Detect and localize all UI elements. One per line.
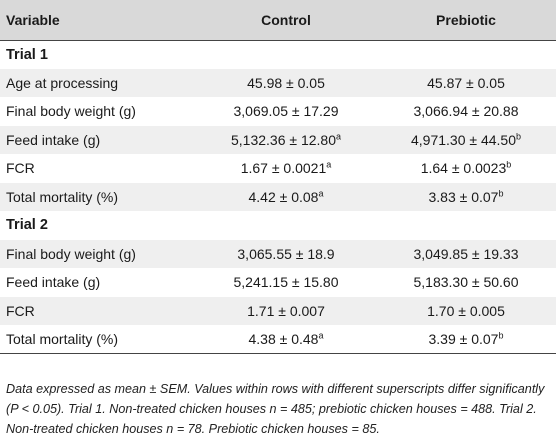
table-row: FCR 1.71 ± 0.007 1.70 ± 0.005 <box>0 296 556 326</box>
prebiotic-cell-value: 1.64 ± 0.0023 <box>420 160 507 177</box>
table-row: Total mortality (%) 4.38 ± 0.48a 3.39 ± 0.… <box>0 325 556 354</box>
prebiotic-cell-value: 1.70 ± 0.005 <box>427 302 505 319</box>
control-cell-value: 1.67 ± 0.0021 <box>240 160 327 177</box>
row-label: Feed intake (g) <box>6 131 101 148</box>
row-label: Total mortality (%) <box>6 331 119 347</box>
control-cell: 4.38 ± 0.48a <box>196 325 376 354</box>
row-label: Age at processing <box>6 74 119 91</box>
control-cell-value: 5,132.36 ± 12.80 <box>230 131 336 148</box>
prebiotic-cell: 1.70 ± 0.005 <box>376 297 556 326</box>
table-header-row: Variable Control Prebiotic <box>0 0 556 40</box>
row-label: FCR <box>6 160 35 177</box>
prebiotic-cell-superscript: b <box>498 188 504 199</box>
control-cell: 4.42 ± 0.08a <box>196 183 376 212</box>
prebiotic-cell-superscript: b <box>506 159 512 170</box>
control-cell-value: 3,069.05 ± 17.29 <box>233 103 339 120</box>
control-cell-value: 45.98 ± 0.05 <box>247 74 325 91</box>
prebiotic-cell-value: 3,049.85 ± 19.33 <box>413 245 519 262</box>
header-control: Control <box>261 11 311 28</box>
section-title: Trial 2 <box>6 217 48 234</box>
control-cell-value: 3,065.55 ± 18.9 <box>237 245 335 262</box>
control-cell: 45.98 ± 0.05 <box>196 69 376 98</box>
row-label: Final body weight (g) <box>6 103 136 120</box>
row-label: Feed intake (g) <box>6 274 101 291</box>
section-title: Trial 1 <box>6 46 48 63</box>
control-cell-superscript: a <box>318 188 324 199</box>
prebiotic-cell: 3.39 ± 0.07b <box>376 325 556 354</box>
row-label: FCR <box>6 302 35 319</box>
control-cell-value: 4.42 ± 0.08 <box>248 188 319 205</box>
prebiotic-cell-value: 3,066.94 ± 20.88 <box>413 103 519 120</box>
table-row: Final body weight (g) 3,069.05 ± 17.29 3,0… <box>0 97 556 126</box>
prebiotic-cell: 3,066.94 ± 20.88 <box>376 97 556 126</box>
prebiotic-cell-value: 4,971.30 ± 44.50 <box>410 131 516 148</box>
control-cell-value: 5,241.15 ± 15.80 <box>233 274 339 291</box>
control-cell: 3,069.05 ± 17.29 <box>196 97 376 126</box>
table-row: Feed intake (g) 5,132.36 ± 12.80a 4,971.30… <box>0 125 556 155</box>
prebiotic-cell: 5,183.30 ± 50.60 <box>376 268 556 297</box>
prebiotic-cell-value: 45.87 ± 0.05 <box>427 74 505 91</box>
section-row: Trial 2 <box>0 211 556 240</box>
table-row: Feed intake (g) 5,241.15 ± 15.80 5,183.30 … <box>0 268 556 297</box>
control-cell-superscript: a <box>326 159 332 170</box>
table-row: Age at processing 45.98 ± 0.05 45.87 ± 0.0… <box>0 68 556 98</box>
results-table: Variable Control Prebiotic Trial 1 Age at… <box>0 0 556 354</box>
control-cell-superscript: a <box>318 330 324 341</box>
header-prebiotic: Prebiotic <box>436 11 496 28</box>
prebiotic-cell-value: 3.83 ± 0.07 <box>428 188 499 205</box>
table-row: Final body weight (g) 3,065.55 ± 18.9 3,04… <box>0 239 556 269</box>
table-footnote: Data expressed as mean ± SEM. Values wit… <box>6 382 545 436</box>
row-label: Final body weight (g) <box>6 245 136 262</box>
prebiotic-cell: 4,971.30 ± 44.50b <box>376 126 556 155</box>
control-cell: 1.71 ± 0.007 <box>196 297 376 326</box>
prebiotic-cell-superscript: b <box>498 330 504 341</box>
control-cell-value: 1.71 ± 0.007 <box>247 302 325 319</box>
control-cell: 1.67 ± 0.0021a <box>196 154 376 183</box>
control-cell: 5,132.36 ± 12.80a <box>196 126 376 155</box>
table-body: Trial 1 Age at processing 45.98 ± 0.05 45.8… <box>0 40 556 354</box>
control-cell-superscript: a <box>335 131 341 142</box>
prebiotic-cell: 3,049.85 ± 19.33 <box>376 240 556 269</box>
control-cell-value: 4.38 ± 0.48 <box>248 331 319 347</box>
section-row: Trial 1 <box>0 40 556 69</box>
prebiotic-cell-superscript: b <box>515 131 521 142</box>
prebiotic-cell: 3.83 ± 0.07b <box>376 183 556 212</box>
prebiotic-cell-value: 3.39 ± 0.07 <box>428 331 499 347</box>
control-cell: 5,241.15 ± 15.80 <box>196 268 376 297</box>
row-label: Total mortality (%) <box>6 188 119 205</box>
control-cell: 3,065.55 ± 18.9 <box>196 240 376 269</box>
table-row: FCR 1.67 ± 0.0021a 1.64 ± 0.0023b <box>0 154 556 183</box>
header-variable: Variable <box>6 11 60 28</box>
table-row: Total mortality (%) 4.42 ± 0.08a 3.83 ± 0.… <box>0 182 556 212</box>
prebiotic-cell-value: 5,183.30 ± 50.60 <box>413 274 519 291</box>
prebiotic-cell: 1.64 ± 0.0023b <box>376 154 556 183</box>
prebiotic-cell: 45.87 ± 0.05 <box>376 69 556 98</box>
